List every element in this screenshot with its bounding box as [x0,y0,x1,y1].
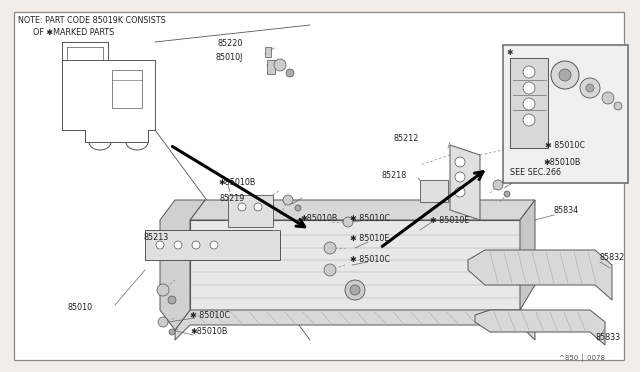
Bar [267,60,275,74]
Text: 85219: 85219 [220,193,245,202]
Bar [503,45,628,183]
Text: ✱: ✱ [506,48,513,57]
Circle shape [580,78,600,98]
Circle shape [614,102,622,110]
Circle shape [523,66,535,78]
Polygon shape [190,200,535,220]
Circle shape [586,84,594,92]
Text: OF ✱MARKED PARTS: OF ✱MARKED PARTS [18,28,115,36]
Circle shape [455,187,465,197]
Circle shape [174,241,182,249]
Polygon shape [468,250,612,300]
Polygon shape [175,310,535,340]
Circle shape [551,61,579,89]
Text: ✱85010B: ✱85010B [543,157,580,167]
Circle shape [295,205,301,211]
Circle shape [518,164,526,172]
Circle shape [559,69,571,81]
Circle shape [254,203,262,211]
Polygon shape [145,230,280,260]
Circle shape [523,82,535,94]
Text: ✱ 85010E: ✱ 85010E [350,234,389,243]
Circle shape [283,195,293,205]
Text: ^850 │ 0078: ^850 │ 0078 [559,354,605,362]
Text: 85010: 85010 [68,304,93,312]
Circle shape [324,242,336,254]
Text: NOTE: PART CODE 85019K CONSISTS: NOTE: PART CODE 85019K CONSISTS [18,16,166,25]
Text: 85833: 85833 [596,334,621,343]
Text: 85010J: 85010J [216,52,243,61]
Text: SEE SEC.266: SEE SEC.266 [510,167,561,176]
Circle shape [345,280,365,300]
Circle shape [523,114,535,126]
Circle shape [350,285,360,295]
Circle shape [523,98,535,110]
Circle shape [210,241,218,249]
Circle shape [455,157,465,167]
Circle shape [238,203,246,211]
Circle shape [343,217,353,227]
Text: ✱85010B: ✱85010B [218,177,255,186]
Text: 85832: 85832 [600,253,625,263]
Circle shape [493,180,503,190]
Text: ✱ 85010C: ✱ 85010C [350,256,390,264]
Polygon shape [190,220,520,310]
Circle shape [192,241,200,249]
Circle shape [169,329,175,335]
Text: ✱85010B: ✱85010B [190,327,227,337]
Text: 85212: 85212 [393,134,419,142]
Circle shape [156,241,164,249]
Polygon shape [450,145,480,220]
Circle shape [158,317,168,327]
Text: ✱ 85010C: ✱ 85010C [190,311,230,320]
Text: ✱ 85010C: ✱ 85010C [350,214,390,222]
Text: ✱ 85010C: ✱ 85010C [545,141,585,150]
Text: 85220: 85220 [218,38,243,48]
Polygon shape [160,200,205,330]
Text: 85834: 85834 [554,205,579,215]
Bar [265,47,271,57]
Circle shape [602,92,614,104]
Circle shape [274,59,286,71]
Circle shape [455,172,465,182]
Circle shape [324,264,336,276]
Polygon shape [475,310,605,345]
Text: 85213: 85213 [143,232,168,241]
Text: ✱ 85010E: ✱ 85010E [430,215,469,224]
Bar [112,70,142,108]
Circle shape [168,296,176,304]
Bar [228,195,273,227]
Text: ✱85010B: ✱85010B [300,214,337,222]
Text: 85218: 85218 [382,170,407,180]
Circle shape [157,284,169,296]
Bar [420,180,448,202]
Circle shape [504,154,516,166]
Circle shape [504,191,510,197]
Bar [510,58,548,148]
Polygon shape [520,200,535,310]
Circle shape [286,69,294,77]
